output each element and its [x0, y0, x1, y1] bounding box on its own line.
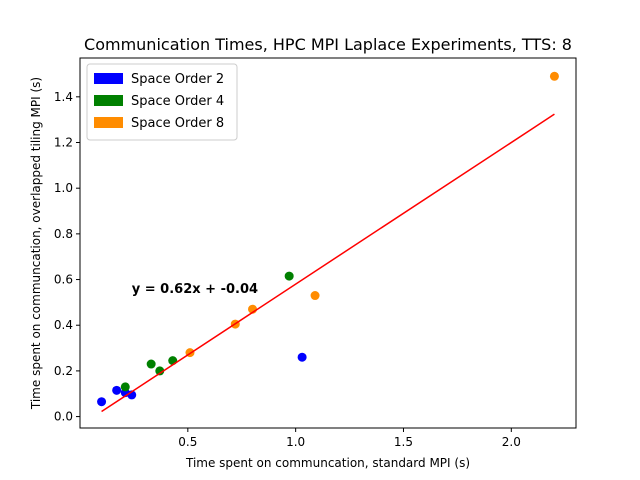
plot-area: y = 0.62x + -0.04 [97, 71, 559, 413]
fit-line [101, 113, 555, 413]
legend-swatch [94, 117, 123, 128]
y-axis-label: Time spent on communcation, overlapped t… [29, 77, 43, 410]
x-tick-label: 1.0 [286, 435, 305, 449]
y-tick-label: 1.2 [54, 136, 73, 150]
chart-title: Communication Times, HPC MPI Laplace Exp… [84, 35, 572, 54]
y-tick-label: 1.0 [54, 181, 73, 195]
data-point [120, 382, 130, 392]
data-point [97, 397, 107, 407]
data-point [155, 366, 165, 376]
legend-box [86, 63, 238, 141]
data-point [549, 71, 559, 81]
data-point [284, 271, 294, 281]
y-tick-label: 1.4 [54, 90, 73, 104]
y-tick-label: 0.8 [54, 227, 73, 241]
legend-label: Space Order 2 [131, 72, 224, 87]
y-tick-label: 0.4 [54, 318, 73, 332]
data-point [297, 352, 307, 362]
x-tick-label: 2.0 [502, 435, 521, 449]
y-tick-label: 0.2 [54, 364, 73, 378]
legend-label: Space Order 8 [131, 116, 224, 131]
y-axis: 0.0 0.2 0.4 0.6 0.8 1.0 1.2 1.4 [54, 90, 80, 424]
fit-equation-label: y = 0.62x + -0.04 [132, 282, 258, 297]
axes-frame [79, 57, 577, 429]
x-tick-label: 0.5 [178, 435, 197, 449]
legend-swatch [94, 95, 123, 106]
x-tick-label: 1.5 [394, 435, 413, 449]
legend-label: Space Order 4 [131, 94, 224, 109]
data-point [112, 385, 122, 395]
x-axis-label: Time spent on communcation, standard MPI… [185, 456, 470, 470]
legend-swatch [94, 73, 123, 84]
legend: Space Order 2 Space Order 4 Space Order 8 [86, 63, 238, 141]
y-tick-label: 0.6 [54, 273, 73, 287]
data-point [168, 356, 178, 366]
data-point [146, 359, 156, 369]
y-tick-label: 0.0 [54, 410, 73, 424]
data-point [310, 291, 320, 301]
x-axis: 0.5 1.0 1.5 2.0 [178, 428, 521, 449]
